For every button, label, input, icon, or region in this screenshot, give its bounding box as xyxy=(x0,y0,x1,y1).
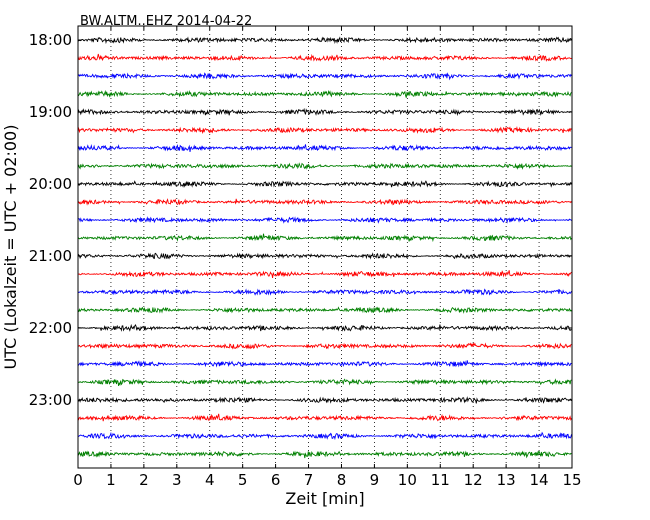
x-tick-label: 0 xyxy=(73,471,83,489)
seismic-traces xyxy=(77,36,572,459)
trace-line xyxy=(77,143,572,153)
x-tick-label: 15 xyxy=(562,471,581,489)
x-tick-label: 6 xyxy=(271,471,281,489)
trace-line xyxy=(77,396,572,404)
plot-frame xyxy=(77,25,573,469)
x-tick-label: 7 xyxy=(304,471,314,489)
trace-line xyxy=(77,360,572,368)
y-tick-label: 22:00 xyxy=(29,319,72,337)
x-tick-label: 10 xyxy=(398,471,417,489)
x-tick-label: 11 xyxy=(431,471,450,489)
trace-line xyxy=(77,126,572,135)
y-tick-label: 23:00 xyxy=(29,391,72,409)
trace-line xyxy=(77,288,572,296)
trace-line xyxy=(77,198,572,206)
x-tick-label: 12 xyxy=(464,471,483,489)
x-tick-label: 3 xyxy=(172,471,182,489)
trace-line xyxy=(77,323,572,332)
trace-line xyxy=(77,342,572,350)
x-tick-label: 4 xyxy=(205,471,215,489)
y-tick-label: 19:00 xyxy=(29,103,72,121)
trace-line xyxy=(77,53,572,62)
trace-line xyxy=(77,162,572,170)
trace-line xyxy=(77,413,572,422)
trace-line xyxy=(77,450,572,459)
x-axis-label: Zeit [min] xyxy=(285,489,364,508)
x-tick-label: 14 xyxy=(530,471,549,489)
trace-line xyxy=(77,306,572,314)
trace-line xyxy=(77,252,572,260)
x-tick-label: 13 xyxy=(497,471,516,489)
trace-line xyxy=(77,216,572,224)
y-axis-label: UTC (Lokalzeit = UTC + 02:00) xyxy=(1,125,20,370)
trace-line xyxy=(77,72,572,81)
y-tick-label: 18:00 xyxy=(29,31,72,49)
trace-line xyxy=(77,36,572,45)
trace-line xyxy=(77,107,572,117)
x-tick-label: 5 xyxy=(238,471,248,489)
grid-lines xyxy=(110,26,540,468)
x-tick-label: 8 xyxy=(337,471,347,489)
trace-line xyxy=(77,233,572,243)
chart-title: BW.ALTM..EHZ 2014-04-22 xyxy=(80,14,252,29)
x-tick-label: 2 xyxy=(139,471,149,489)
trace-line xyxy=(77,89,572,98)
x-tick-label: 9 xyxy=(370,471,380,489)
y-tick-label: 20:00 xyxy=(29,175,72,193)
trace-line xyxy=(77,431,572,441)
trace-line xyxy=(77,270,572,279)
x-axis: 0 1 2 3 4 5 6 7 8 9 10 11 12 13 14 15 xyxy=(73,26,582,489)
y-axis: 18:00 19:00 20:00 21:00 22:00 23:00 xyxy=(29,31,572,409)
trace-line xyxy=(77,378,572,387)
x-tick-label: 1 xyxy=(106,471,116,489)
trace-line xyxy=(77,180,572,188)
y-tick-label: 21:00 xyxy=(29,247,72,265)
